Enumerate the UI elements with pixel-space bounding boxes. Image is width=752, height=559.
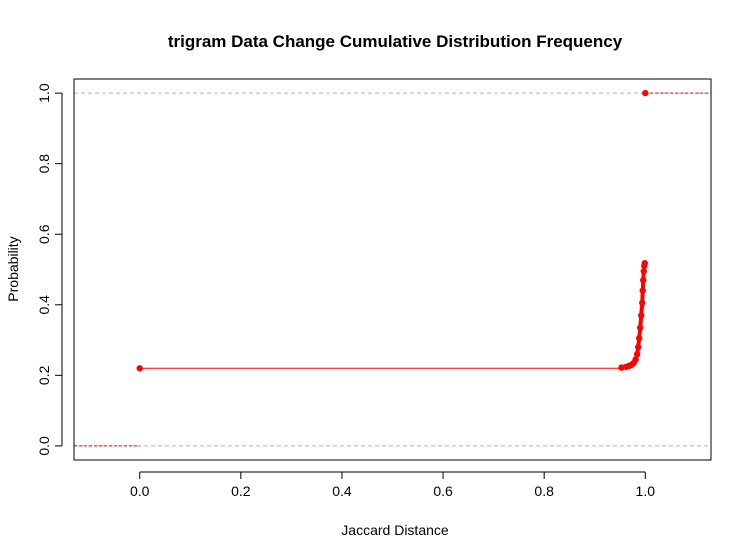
data-point — [637, 324, 644, 331]
plot-area — [74, 89, 711, 447]
chart-title: trigram Data Change Cumulative Distribut… — [168, 32, 623, 51]
plot-frame — [73, 78, 712, 461]
x-tick-label: 0.2 — [231, 483, 251, 499]
data-point — [639, 287, 646, 294]
x-tick-label: 0.6 — [433, 483, 453, 499]
data-point — [642, 89, 649, 97]
data-point — [136, 365, 143, 372]
y-tick-label: 0.4 — [36, 295, 52, 315]
y-tick-label: 0.6 — [36, 224, 52, 244]
x-tick-label: 1.0 — [636, 483, 656, 499]
x-tick-label: 0.4 — [332, 483, 352, 499]
y-tick-label: 1.0 — [36, 83, 52, 103]
data-point — [633, 350, 641, 358]
x-axis-label: Jaccard Distance — [341, 522, 449, 538]
data-point — [640, 268, 647, 275]
y-tick-label: 0.0 — [36, 436, 52, 456]
y-tick-label: 0.2 — [36, 365, 52, 385]
x-tick-label: 0.8 — [534, 483, 554, 499]
data-point — [632, 356, 639, 363]
data-point — [636, 335, 643, 342]
y-axis-label: Probability — [5, 236, 21, 301]
data-point — [635, 343, 642, 351]
data-point — [639, 299, 646, 307]
data-point — [641, 259, 648, 267]
y-tick-label: 0.8 — [36, 154, 52, 174]
x-tick-label: 0.0 — [130, 483, 150, 499]
data-point — [640, 276, 647, 284]
axes: 0.0 0.2 0.4 0.6 0.8 1.0 0.0 0.2 0.4 0.6 0.8 1.0 — [36, 83, 655, 499]
data-point — [638, 312, 645, 319]
